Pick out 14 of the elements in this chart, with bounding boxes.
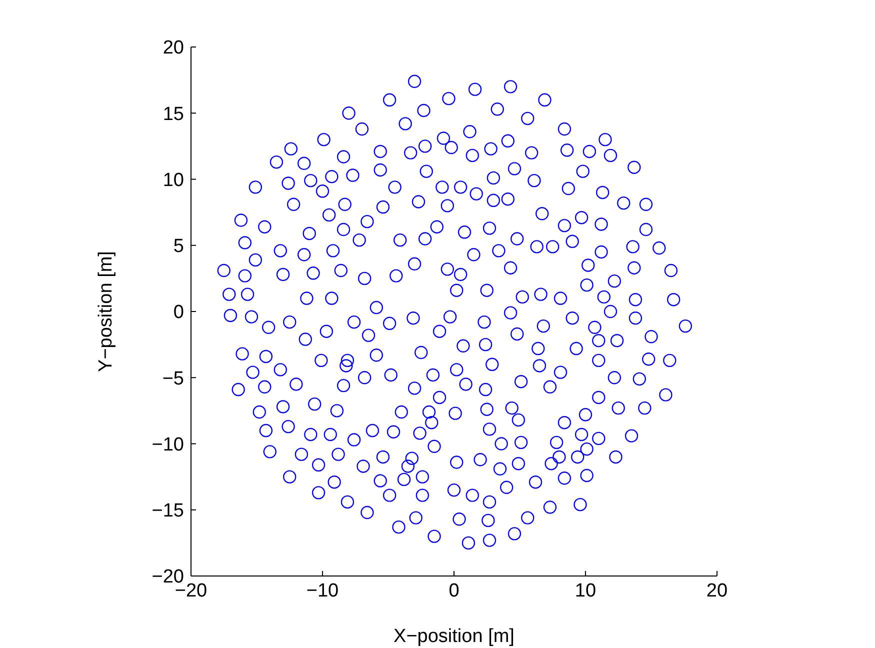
x-tick-label: −10	[306, 580, 339, 602]
x-tick-label: 10	[574, 580, 596, 602]
y-tick-label: −5	[162, 368, 184, 390]
y-axis-title: Y−position [m]	[96, 251, 117, 372]
x-tick-label: 20	[706, 580, 728, 602]
x-axis-title: X−position [m]	[394, 626, 514, 647]
y-tick-label: −15	[152, 500, 184, 522]
y-tick-label: −10	[152, 434, 184, 456]
y-tick-label: 10	[162, 170, 184, 191]
y-tick-label: 15	[162, 104, 184, 125]
y-tick-label: 0	[173, 302, 184, 324]
y-tick-label: 5	[173, 236, 184, 258]
y-tick-label: 20	[162, 38, 184, 59]
x-tick-label: 0	[448, 580, 460, 602]
